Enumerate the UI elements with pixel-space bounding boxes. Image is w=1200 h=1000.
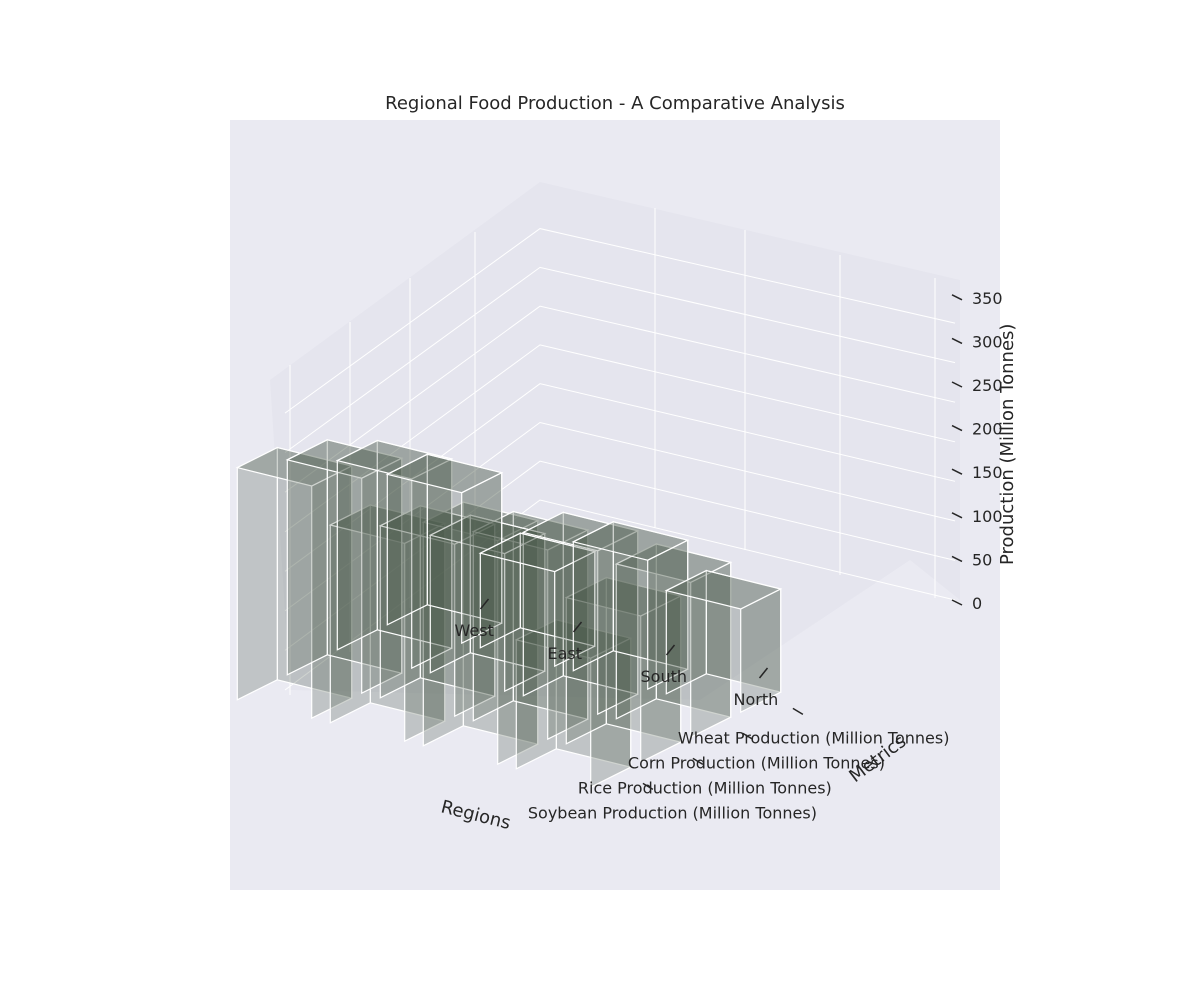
bar-top-face (478, 532, 597, 573)
z-tick (951, 468, 963, 475)
grid-line (284, 266, 956, 454)
y-tick (692, 757, 704, 766)
z-tick (951, 555, 963, 563)
y-tick-label: Rice Production (Million Tonnes) (578, 778, 832, 797)
z-tick-label: 50 (972, 550, 992, 569)
chart-panes (230, 120, 1000, 890)
grid-line (284, 228, 956, 414)
x-tick (572, 621, 583, 633)
x-tick (665, 644, 676, 656)
chart-bars (235, 438, 783, 789)
x-tick-label: West (455, 621, 494, 640)
z-tick-label: 250 (972, 376, 1003, 395)
bar-top-face (385, 453, 504, 494)
bar-side-face (286, 438, 328, 676)
bar (235, 446, 354, 720)
z-tick (951, 424, 963, 432)
chart-title: Regional Food Production - A Comparative… (385, 93, 845, 114)
z-axis-label: Production (Million Tonnes) (997, 324, 1018, 565)
z-tick-label: 100 (972, 507, 1003, 526)
bar (428, 514, 547, 693)
z-tick-label: 350 (972, 289, 1003, 308)
bar-top-face (571, 521, 690, 561)
z-tick (951, 294, 963, 301)
z-tick (951, 512, 963, 519)
bar (385, 453, 504, 645)
x-tick-label: East (548, 644, 583, 663)
grid-line (284, 344, 956, 533)
z-tick-label: 300 (972, 332, 1003, 351)
bar-side-face (336, 439, 378, 651)
z-tick (951, 337, 963, 345)
bar-side-face (236, 446, 278, 701)
y-tick (642, 782, 654, 791)
x-tick-label: South (641, 667, 688, 686)
y-tick-label: Wheat Production (Million Tonnes) (678, 728, 950, 747)
z-tick-label: 150 (972, 463, 1003, 482)
grid-line (284, 305, 956, 493)
bar-top-face (664, 569, 783, 610)
x-tick-label: North (734, 690, 779, 709)
bar (335, 439, 454, 670)
y-tick-label: Corn Production (Million Tonnes) (628, 753, 885, 772)
bar (378, 504, 497, 718)
bar (478, 532, 597, 668)
y-tick-label: Soybean Production (Million Tonnes) (528, 803, 817, 822)
bar (285, 438, 404, 695)
z-tick-label: 0 (972, 594, 982, 613)
x-tick (479, 598, 490, 610)
bar-top-face (428, 514, 547, 555)
bar-top-face (335, 439, 454, 480)
bar (614, 543, 733, 739)
bar (664, 569, 783, 714)
x-tick (758, 667, 769, 679)
bar (328, 504, 447, 743)
bar (471, 510, 590, 741)
z-tick (951, 381, 963, 388)
bar (571, 520, 690, 691)
y-tick (742, 732, 754, 741)
wall-pane (270, 182, 960, 700)
chart-axes: West East South North Wheat Production (Mill… (455, 289, 1003, 823)
z-tick (951, 599, 963, 606)
y-tick (792, 707, 804, 716)
z-tick-label: 200 (972, 420, 1003, 439)
